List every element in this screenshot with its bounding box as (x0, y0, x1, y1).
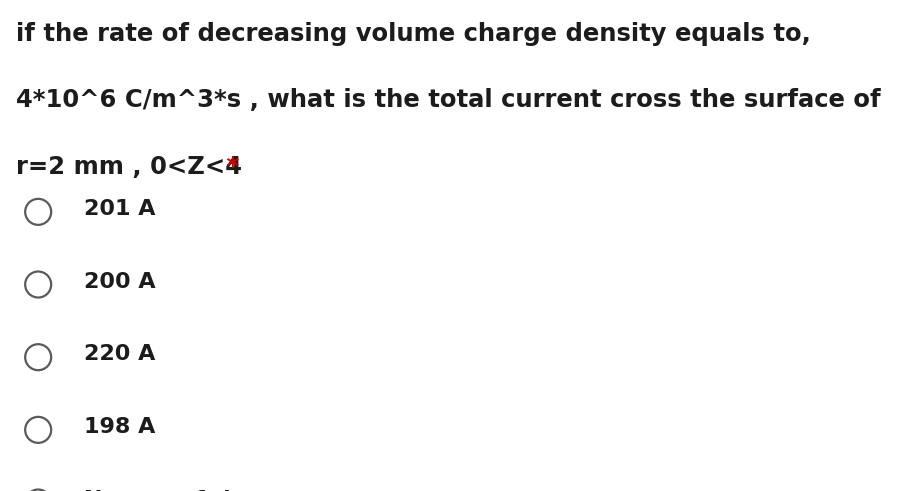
Text: 201 A: 201 A (84, 199, 155, 219)
Text: if the rate of decreasing volume charge density equals to,: if the rate of decreasing volume charge … (16, 22, 811, 46)
Text: 220 A: 220 A (84, 344, 155, 364)
Text: r=2 mm , 0<Z<4: r=2 mm , 0<Z<4 (16, 155, 243, 179)
Text: 200 A: 200 A (84, 272, 155, 292)
Text: 4*10^6 C/m^3*s , what is the total current cross the surface of: 4*10^6 C/m^3*s , what is the total curre… (16, 88, 881, 112)
Text: *: * (218, 155, 239, 179)
Text: 198 A: 198 A (84, 417, 155, 437)
Text: No one of these answers: No one of these answers (84, 490, 394, 491)
